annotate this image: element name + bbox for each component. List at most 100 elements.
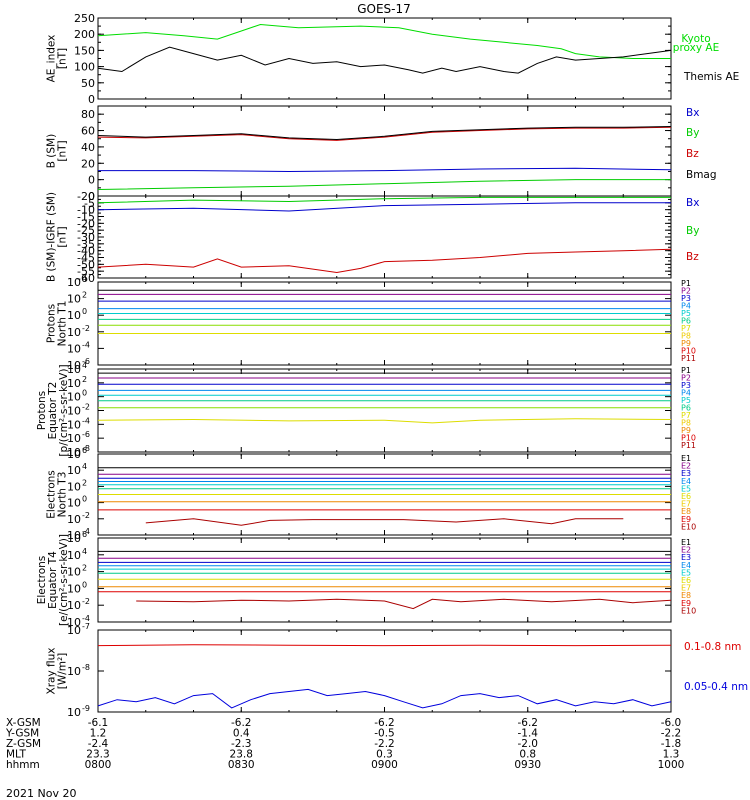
axis-row-value: 23.8 <box>230 749 253 761</box>
series-line <box>97 23 671 59</box>
axis-row-value: -6.2 <box>231 717 252 729</box>
y-tick-exponent: -4 <box>82 614 90 623</box>
y-axis-label: Xray flux <box>46 648 58 695</box>
series-line <box>97 126 672 141</box>
y-tick-label: 10 <box>67 326 81 339</box>
axis-row-value: 1.3 <box>663 749 680 761</box>
y-tick-exponent: -6 <box>82 430 90 439</box>
panel-frame <box>97 17 672 100</box>
series-line <box>97 179 671 190</box>
series-line <box>97 248 672 274</box>
y-tick-exponent: 2 <box>82 564 87 573</box>
panel-frame <box>97 368 672 453</box>
y-tick-label: 10 <box>67 377 81 390</box>
y-tick-label: 10 <box>67 448 81 461</box>
series-line <box>97 418 672 424</box>
legend-label: E3 <box>681 553 691 562</box>
legend-label: E3 <box>681 469 691 478</box>
legend-label: E8 <box>681 507 691 516</box>
axis-row-label: hhmm <box>6 759 40 771</box>
legend-label: P7 <box>681 324 691 333</box>
y-tick-exponent: -6 <box>82 357 90 366</box>
y-axis-label: [nT] <box>57 140 69 161</box>
y-tick-exponent: 4 <box>82 462 87 471</box>
legend-label: P1 <box>681 366 691 375</box>
legend-label: E6 <box>681 576 691 585</box>
y-tick-label: 10 <box>67 391 81 404</box>
axis-row-value: 0.8 <box>519 749 536 761</box>
series-line <box>98 167 672 173</box>
panel-frame <box>97 105 672 197</box>
series-line <box>97 126 672 141</box>
y-axis-label: Protons <box>46 304 58 343</box>
y-axis-label: AE_index <box>46 35 58 83</box>
y-tick-label: -25 <box>77 224 95 237</box>
y-tick-label: -10 <box>77 204 95 217</box>
legend-label: P2 <box>681 374 691 383</box>
legend-label: E4 <box>681 477 691 486</box>
axis-row-value: 23.3 <box>86 749 109 761</box>
y-tick-exponent: -2 <box>82 403 90 412</box>
axis-row-value: -2.3 <box>231 738 252 750</box>
axis-row-value: -6.0 <box>661 717 682 729</box>
y-tick-label: 10 <box>67 616 81 629</box>
y-tick-label: 10 <box>67 566 81 579</box>
y-tick-exponent: -8 <box>82 663 90 672</box>
y-tick-exponent: -8 <box>82 444 90 453</box>
y-tick-exponent: 0 <box>82 580 87 589</box>
axis-row-value: -2.4 <box>88 738 109 750</box>
legend-label: E7 <box>681 584 691 593</box>
axis-row-value: -0.5 <box>374 728 395 740</box>
figure-title: GOES-17 <box>357 2 411 16</box>
legend-label: Kyoto <box>681 33 710 45</box>
axis-row-value: -2.2 <box>661 728 682 740</box>
y-axis-label: Protons <box>36 391 48 430</box>
axis-row-value: -1.4 <box>518 728 539 740</box>
y-tick-label: -45 <box>77 252 95 265</box>
y-tick-label: 20 <box>81 157 95 170</box>
legend-label: Themis AE <box>683 71 739 83</box>
y-tick-exponent: 4 <box>82 361 87 370</box>
legend-label: E4 <box>681 561 691 570</box>
legend-label: By <box>686 127 699 139</box>
y-tick-label: 10 <box>67 446 81 459</box>
y-axis-label: [W/m²] <box>57 653 69 690</box>
y-tick-label: 10 <box>67 706 81 719</box>
y-tick-label: 10 <box>67 497 81 510</box>
series-line <box>97 644 672 647</box>
y-tick-label: -5 <box>84 197 95 210</box>
legend-label: proxy AE <box>673 42 719 54</box>
y-tick-exponent: -9 <box>82 704 90 713</box>
y-tick-label: 10 <box>67 624 81 637</box>
y-axis-label: Electrons <box>36 556 48 605</box>
axis-row-value: -6.2 <box>374 717 395 729</box>
y-tick-label: 10 <box>67 309 81 322</box>
legend-label: E1 <box>681 454 691 463</box>
axis-row-label: X-GSM <box>6 717 41 729</box>
series-line <box>97 46 672 74</box>
y-tick-label: 10 <box>67 480 81 493</box>
y-tick-exponent: 6 <box>82 446 87 455</box>
series-line <box>97 688 672 709</box>
legend-label: P5 <box>681 309 691 318</box>
legend-label: Bx <box>686 107 699 119</box>
legend-label: P4 <box>681 302 691 311</box>
legend-label: E10 <box>681 606 696 615</box>
axis-row-value: -2.0 <box>518 738 539 750</box>
y-tick-label: 10 <box>67 529 81 542</box>
legend-label: E2 <box>681 462 691 471</box>
y-tick-label: 250 <box>74 12 95 25</box>
y-tick-exponent: 0 <box>82 495 87 504</box>
y-tick-exponent: 2 <box>82 375 87 384</box>
y-tick-label: 100 <box>74 61 95 74</box>
legend-label: Bx <box>686 197 699 209</box>
y-tick-label: 10 <box>67 363 81 376</box>
legend-label: E9 <box>681 515 691 524</box>
series-line <box>136 598 672 610</box>
axis-row-value: 0900 <box>371 759 398 771</box>
y-tick-label: -15 <box>77 211 95 224</box>
y-tick-exponent: -4 <box>82 527 90 536</box>
axis-row-value: 0830 <box>228 759 255 771</box>
